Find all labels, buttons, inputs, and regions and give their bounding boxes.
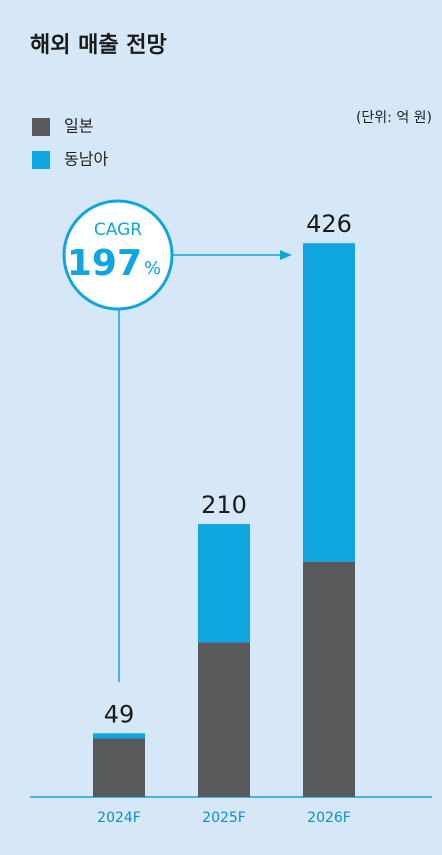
- x-tick-label: 2024F: [97, 810, 141, 826]
- legend-swatch: [32, 151, 50, 169]
- bar-segment: [93, 738, 145, 797]
- cagr-value: 197: [67, 243, 142, 284]
- bar-segment: [198, 524, 250, 643]
- legend-label: 일본: [64, 117, 93, 136]
- arrow-head: [280, 250, 292, 260]
- bar-segment: [198, 642, 250, 797]
- legend-label: 동남아: [64, 150, 108, 169]
- bar-segment: [303, 243, 355, 562]
- bar-segment: [303, 561, 355, 797]
- total-label: 49: [104, 700, 135, 728]
- total-label: 210: [201, 491, 247, 519]
- x-tick-label: 2026F: [307, 810, 351, 826]
- chart-title: 해외 매출 전망: [30, 33, 167, 58]
- cagr-unit: %: [144, 258, 161, 279]
- cagr-circle: [62, 199, 174, 311]
- bar-segment: [93, 733, 145, 739]
- unit-label: (단위: 억 원): [356, 110, 432, 126]
- legend-swatch: [32, 118, 50, 136]
- cagr-label: CAGR: [94, 220, 142, 240]
- x-tick-label: 2025F: [202, 810, 246, 826]
- total-label: 426: [306, 210, 352, 238]
